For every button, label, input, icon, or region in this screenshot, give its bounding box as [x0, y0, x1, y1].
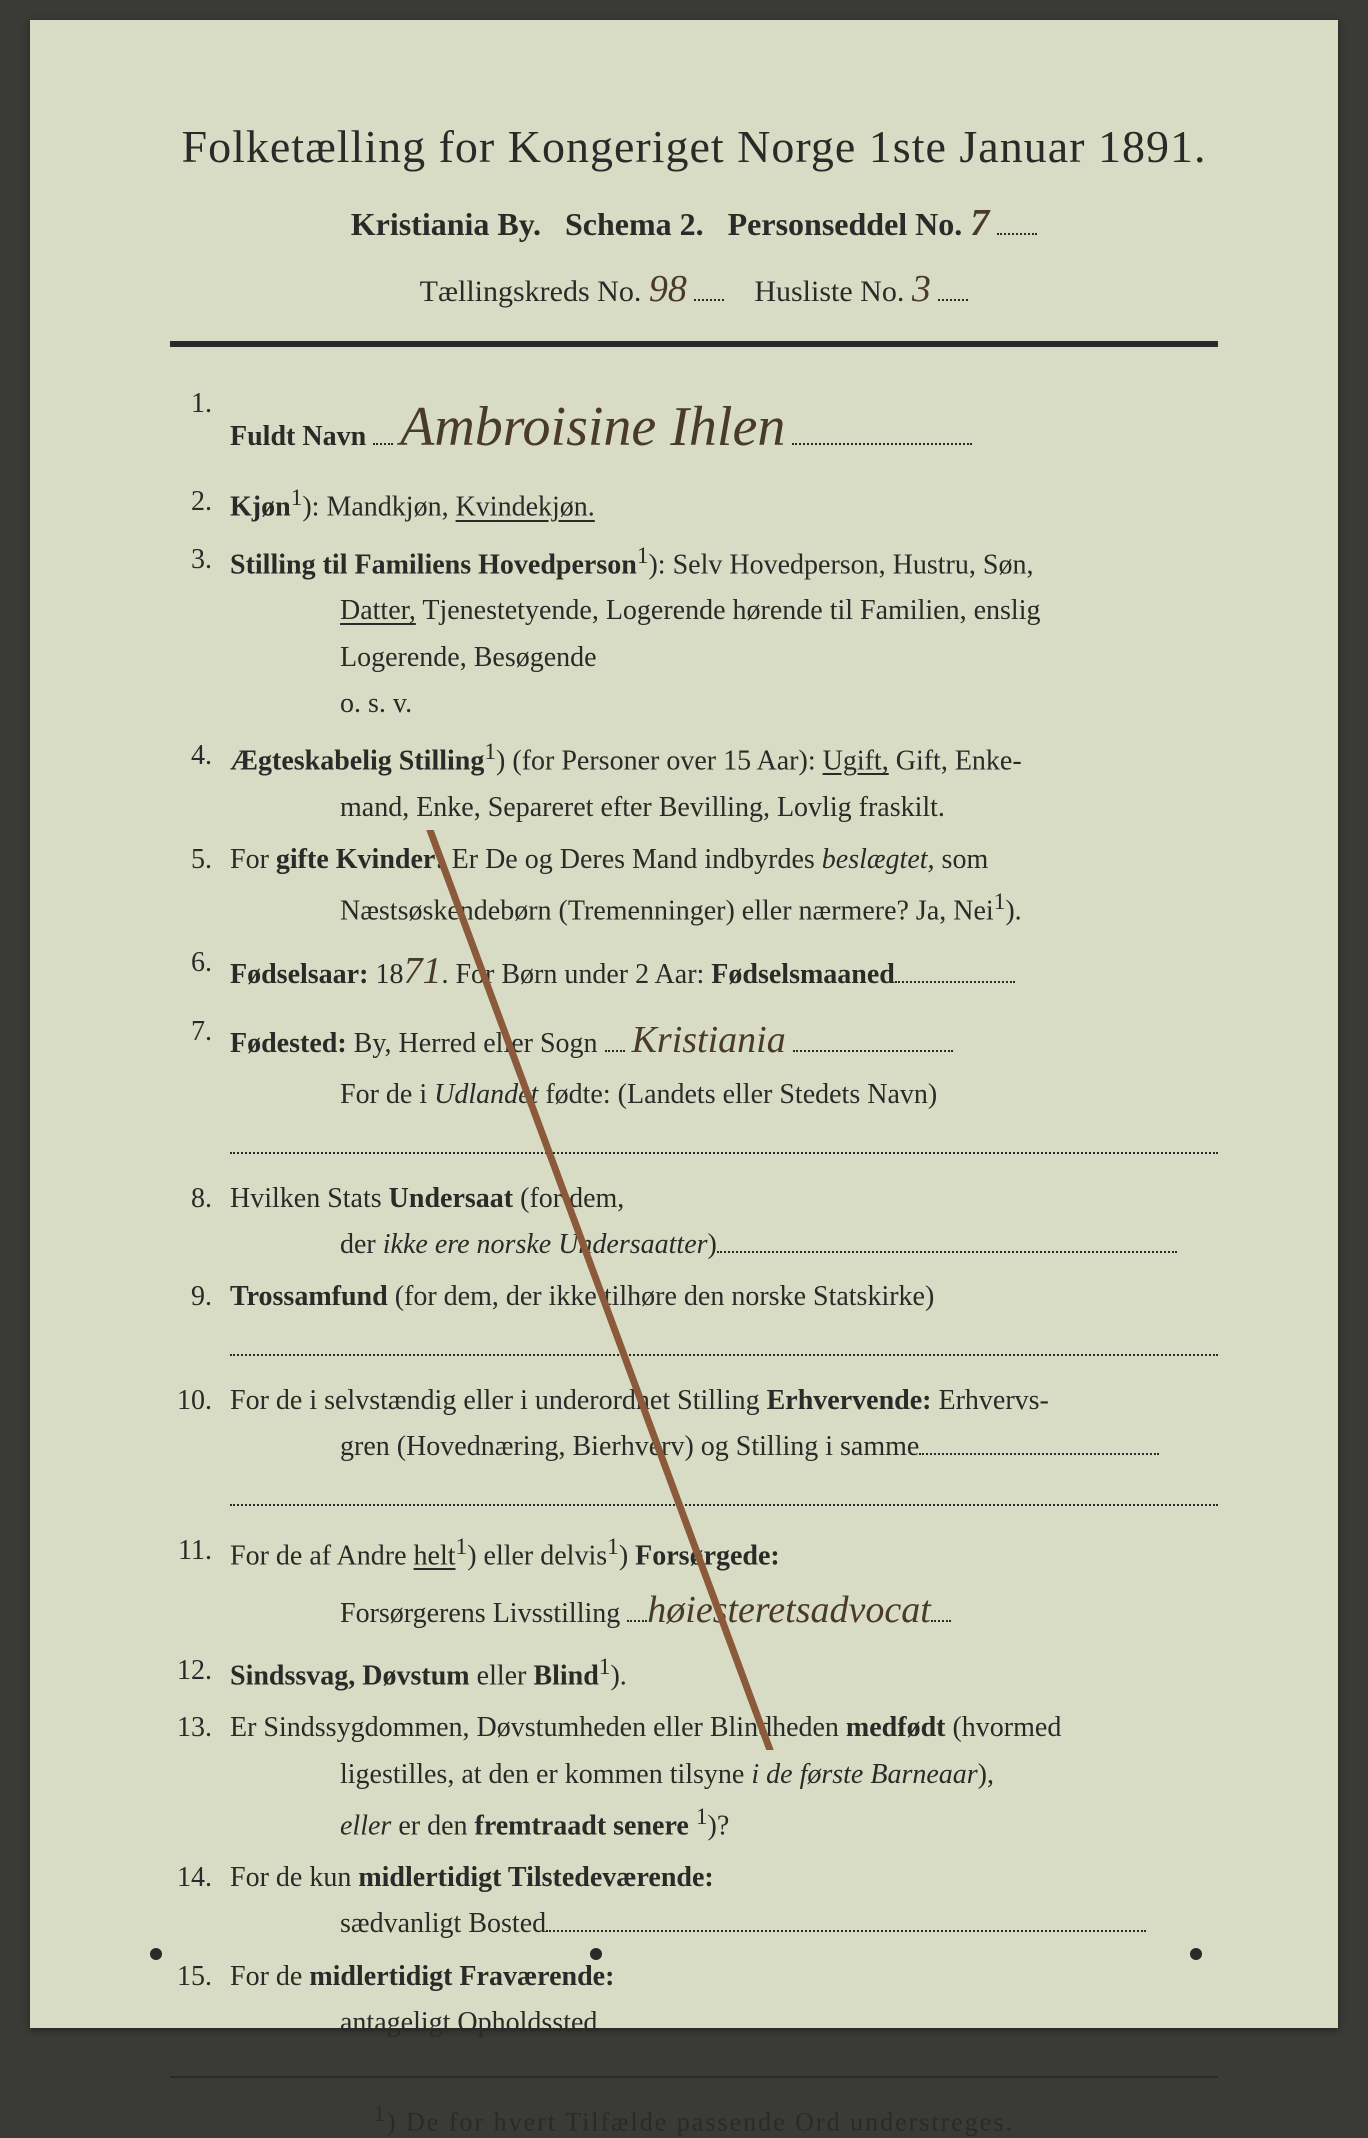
- provider-occ-handwritten: høiesteretsadvocat: [647, 1579, 931, 1642]
- name-handwritten: Ambroisine Ihlen: [400, 381, 785, 473]
- item-8: 8. Hvilken Stats Undersaat (for dem, der…: [170, 1176, 1218, 1268]
- form-items: 1. Fuldt Navn Ambroisine Ihlen 2. Kjøn1)…: [170, 381, 1218, 2046]
- person-no-handwritten: 7: [970, 201, 989, 245]
- item-13: 13. Er Sindssygdommen, Døvstumheden elle…: [170, 1705, 1218, 1849]
- item-15: 15. For de midlertidigt Fraværende: anta…: [170, 1954, 1218, 2046]
- item-10: 10. For de i selvstændig eller i underor…: [170, 1378, 1218, 1522]
- birthyear-handwritten: 71: [403, 940, 441, 1003]
- item-9: 9. Trossamfund (for dem, der ikke tilhør…: [170, 1274, 1218, 1372]
- person-label: Personseddel No.: [728, 206, 963, 242]
- divider-top: [170, 341, 1218, 347]
- sex-selected: Kvindekjøn.: [456, 492, 595, 523]
- item-4: 4. Ægteskabelig Stilling1) (for Personer…: [170, 733, 1218, 831]
- schema: Schema 2.: [565, 206, 704, 242]
- birthplace-handwritten: Kristiania: [632, 1009, 786, 1072]
- footnote: 1) De for hvert Tilfælde passende Ord un…: [170, 2102, 1218, 2138]
- item-3: 3. Stilling til Familiens Hovedperson1):…: [170, 537, 1218, 727]
- divider-bottom: [170, 2076, 1218, 2078]
- subtitle-row: Kristiania By. Schema 2. Personseddel No…: [170, 201, 1218, 245]
- marital-selected: Ugift,: [823, 745, 889, 776]
- kreds-no-handwritten: 98: [649, 267, 687, 311]
- husliste-no-handwritten: 3: [912, 267, 931, 311]
- city: Kristiania By.: [351, 206, 541, 242]
- relation-selected: Datter,: [340, 595, 416, 626]
- item-11: 11. For de af Andre helt1) eller delvis1…: [170, 1528, 1218, 1642]
- subline-row: Tællingskreds No. 98 Husliste No. 3: [170, 267, 1218, 311]
- kreds-label: Tællingskreds No.: [420, 275, 642, 308]
- item-2: 2. Kjøn1): Mandkjøn, Kvindekjøn.: [170, 479, 1218, 531]
- item-7: 7. Fødested: By, Herred eller Sogn Krist…: [170, 1009, 1218, 1169]
- item-1: 1. Fuldt Navn Ambroisine Ihlen: [170, 381, 1218, 473]
- item-6: 6. Fødselsaar: 1871. For Børn under 2 Aa…: [170, 940, 1218, 1003]
- label-name: Fuldt Navn: [230, 421, 366, 452]
- item-5: 5. For gifte Kvinder: Er De og Deres Man…: [170, 837, 1218, 935]
- item-14: 14. For de kun midlertidigt Tilstedevære…: [170, 1855, 1218, 1947]
- item-12: 12. Sindssvag, Døvstum eller Blind1).: [170, 1648, 1218, 1700]
- census-form-page: Folketælling for Kongeriget Norge 1ste J…: [30, 20, 1338, 2028]
- page-title: Folketælling for Kongeriget Norge 1ste J…: [170, 120, 1218, 173]
- husliste-label: Husliste No.: [754, 275, 904, 308]
